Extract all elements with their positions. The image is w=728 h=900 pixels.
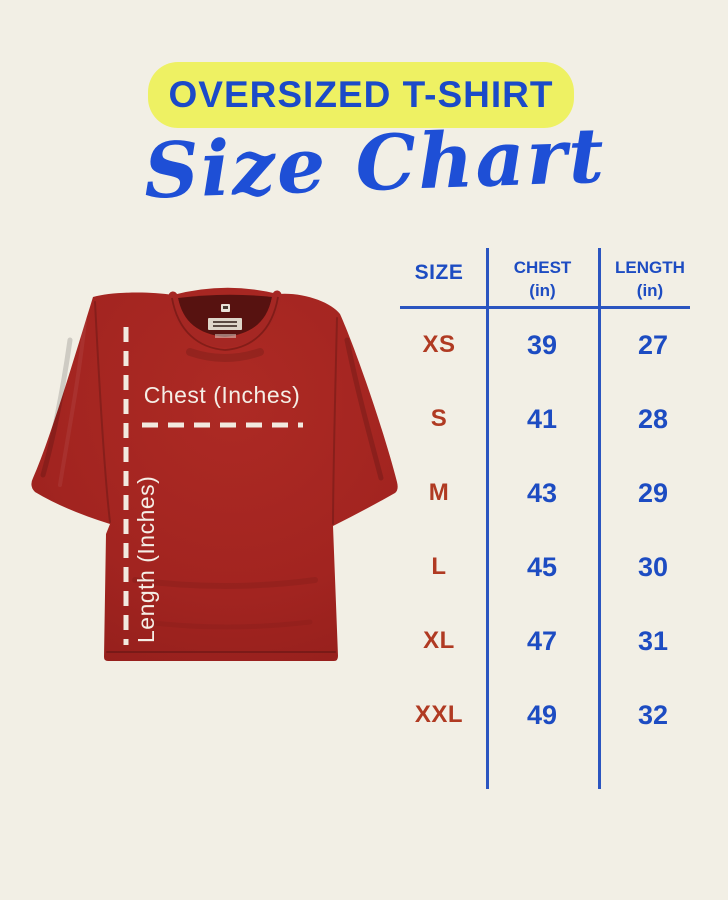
table-row-l: L 45 30 bbox=[392, 530, 708, 604]
table-row-xs: XS 39 27 bbox=[392, 308, 708, 382]
size-label: XS bbox=[422, 331, 456, 358]
column-header-chest-label: CHEST bbox=[513, 258, 572, 277]
column-header-length-unit: (in) bbox=[636, 281, 664, 300]
table-divider-vertical-2 bbox=[598, 248, 601, 789]
chest-measure-label: Chest (Inches) bbox=[143, 382, 301, 408]
product-type-label: OVERSIZED T-SHIRT bbox=[168, 74, 554, 115]
length-value: 31 bbox=[637, 625, 669, 656]
chest-value: 43 bbox=[526, 477, 558, 508]
length-value: 29 bbox=[637, 477, 669, 508]
size-label: L bbox=[431, 553, 447, 580]
column-header-length: LENGTH (in) bbox=[598, 256, 702, 302]
page-title: Size Chart bbox=[142, 110, 608, 216]
size-label: XXL bbox=[414, 701, 464, 728]
product-type-badge: OVERSIZED T-SHIRT bbox=[148, 62, 574, 128]
length-value: 30 bbox=[637, 551, 669, 582]
tshirt-image bbox=[31, 287, 398, 661]
size-label: S bbox=[430, 405, 448, 432]
size-label: XL bbox=[423, 627, 455, 654]
chest-value: 41 bbox=[526, 403, 558, 434]
table-header-underline bbox=[400, 306, 690, 309]
column-header-size: SIZE bbox=[414, 261, 464, 284]
tshirt-body-shape bbox=[31, 287, 398, 661]
table-row-xxl: XXL 49 32 bbox=[392, 678, 708, 752]
chest-value: 47 bbox=[526, 625, 558, 656]
table-row-xl: XL 47 31 bbox=[392, 604, 708, 678]
table-row-s: S 41 28 bbox=[392, 382, 708, 456]
column-header-length-label: LENGTH bbox=[615, 258, 685, 277]
table-divider-vertical-1 bbox=[486, 248, 489, 789]
chest-value: 49 bbox=[526, 699, 558, 730]
chest-value: 39 bbox=[526, 329, 558, 360]
column-header-chest-unit: (in) bbox=[529, 281, 556, 300]
table-row-m: M 43 29 bbox=[392, 456, 708, 530]
column-header-chest: CHEST (in) bbox=[487, 256, 598, 302]
size-label: M bbox=[428, 479, 450, 506]
length-value: 27 bbox=[637, 329, 669, 360]
neck-tag bbox=[208, 304, 242, 338]
length-value: 32 bbox=[637, 699, 669, 730]
length-measure-label: Length (Inches) bbox=[133, 475, 159, 643]
length-value: 28 bbox=[637, 403, 669, 434]
collar-band bbox=[168, 290, 282, 348]
chest-value: 45 bbox=[526, 551, 558, 582]
